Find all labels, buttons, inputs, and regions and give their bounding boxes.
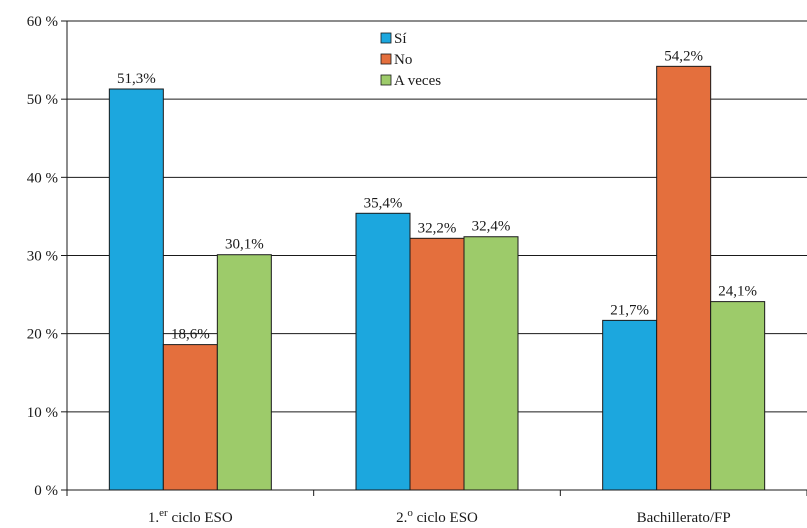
y-tick-label: 30 %: [27, 249, 58, 265]
data-label: 30,1%: [225, 237, 264, 253]
data-label: 51,3%: [117, 71, 156, 87]
legend-swatch: [380, 53, 392, 65]
bar-a-veces-3: [710, 301, 766, 491]
bar-s--3: [602, 319, 658, 491]
data-label: 21,7%: [610, 302, 649, 318]
data-label: 18,6%: [171, 327, 210, 343]
bar-a-veces-1: [216, 254, 272, 491]
legend-label: No: [394, 52, 412, 68]
bar-s--1: [108, 88, 164, 491]
bar-no-2: [409, 237, 465, 491]
y-tick-label: 20 %: [27, 327, 58, 343]
y-tick-label: 60 %: [27, 14, 58, 30]
bar-a-veces-2: [463, 236, 519, 491]
bar-no-3: [656, 65, 712, 491]
bar-no-1: [162, 344, 218, 491]
bar-s--2: [355, 212, 411, 491]
y-tick-label: 0 %: [34, 483, 58, 499]
legend-swatch: [380, 32, 392, 44]
data-label: 35,4%: [364, 195, 403, 211]
x-tick-label: 2.o ciclo ESO: [396, 507, 478, 526]
legend-label: Sí: [394, 31, 407, 47]
y-tick-label: 50 %: [27, 92, 58, 108]
x-tick-label: Bachillerato/FP: [637, 510, 731, 526]
axes: 0 % 10 % 20 % 30 % 40 % 50 % 60 % 1.er ciclo ES…: [27, 14, 807, 526]
data-label: 54,2%: [664, 48, 703, 64]
x-tick-label: 1.er ciclo ESO: [148, 507, 233, 526]
bars: [108, 65, 766, 491]
data-labels: 51,3% 18,6% 30,1% 35,4% 32,2% 32,4% 21,7% 54,2%…: [117, 48, 757, 342]
data-label: 24,1%: [718, 284, 757, 300]
y-tick-label: 10 %: [27, 405, 58, 421]
y-tick-label: 40 %: [27, 170, 58, 186]
legend-label: A veces: [394, 73, 441, 89]
data-label: 32,4%: [472, 219, 511, 235]
legend-swatch: [380, 74, 392, 86]
data-label: 32,2%: [418, 220, 457, 236]
legend: Sí No A veces: [380, 31, 441, 89]
